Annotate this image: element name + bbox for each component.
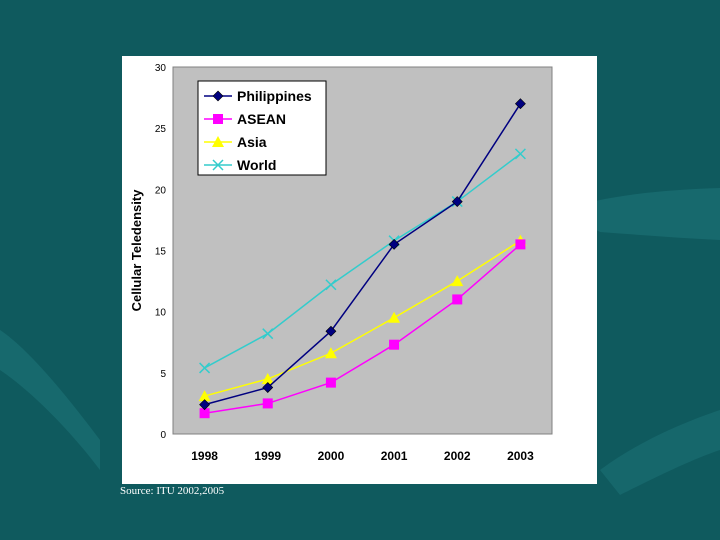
y-axis-title: Cellular Teledensity xyxy=(129,189,144,312)
y-tick-label: 0 xyxy=(160,430,166,441)
x-tick-label: 2003 xyxy=(507,449,534,463)
data-point-asia xyxy=(388,311,401,323)
data-point-philippines xyxy=(325,325,337,337)
data-point-asean xyxy=(515,239,526,250)
data-point-asia xyxy=(261,372,274,384)
legend-item-world: World xyxy=(204,157,276,173)
x-tick-label: 1999 xyxy=(254,449,281,463)
data-point-asia xyxy=(451,275,464,287)
x-tick-label: 2002 xyxy=(444,449,471,463)
data-point-asean xyxy=(452,294,463,305)
legend-marker-world xyxy=(212,159,224,171)
data-point-world xyxy=(514,148,526,160)
x-tick-label: 2001 xyxy=(381,449,408,463)
series-line-asean xyxy=(204,243,521,414)
data-point-asean xyxy=(325,377,336,388)
legend-label-philippines: Philippines xyxy=(237,88,312,104)
chart-panel: 0 5 10 15 20 25 30 1998 1999 2000 2001 2002 2003 Cell… xyxy=(122,56,597,484)
legend: Philippines ASEAN Asia World xyxy=(197,80,327,176)
y-tick-label: 10 xyxy=(155,308,167,319)
y-tick-label: 30 xyxy=(155,63,167,74)
y-tick-label: 15 xyxy=(155,247,167,258)
legend-label-world: World xyxy=(237,157,276,173)
x-tick-label: 2000 xyxy=(318,449,345,463)
series-world xyxy=(199,148,526,374)
y-tick-label: 25 xyxy=(155,124,167,135)
data-point-asean xyxy=(389,339,400,350)
legend-label-asia: Asia xyxy=(237,134,267,150)
series-line-philippines xyxy=(204,103,522,406)
legend-marker-philippines xyxy=(212,90,224,102)
data-point-asean xyxy=(199,408,210,419)
data-point-world xyxy=(262,328,274,340)
legend-item-asean: ASEAN xyxy=(204,111,286,127)
data-point-asia xyxy=(324,347,337,359)
background-wave-decoration xyxy=(560,188,720,240)
legend-marker-asean xyxy=(213,114,223,124)
line-chart: 0 5 10 15 20 25 30 1998 1999 2000 2001 2002 2003 Cell… xyxy=(129,63,553,463)
series-philippines xyxy=(199,98,526,411)
data-point-asia xyxy=(198,390,211,402)
x-tick-label: 1998 xyxy=(191,449,218,463)
source-note: Source: ITU 2002,2005 xyxy=(120,485,225,497)
legend-item-asia: Asia xyxy=(204,134,267,150)
y-tick-label: 20 xyxy=(155,185,167,196)
series-line-asia xyxy=(204,240,521,397)
data-point-philippines xyxy=(451,196,463,207)
data-point-world xyxy=(325,279,337,291)
y-tick-label: 5 xyxy=(160,369,166,380)
data-point-philippines xyxy=(199,399,211,411)
background-wave-decoration xyxy=(600,410,720,495)
background-wave-decoration xyxy=(0,330,100,470)
data-point-world xyxy=(199,362,211,374)
legend-item-philippines: Philippines xyxy=(204,88,312,104)
series-asean xyxy=(199,239,526,419)
data-point-philippines xyxy=(388,238,400,250)
data-point-philippines xyxy=(262,382,274,393)
data-point-philippines xyxy=(514,98,526,110)
data-point-asean xyxy=(262,398,273,409)
legend-marker-asia xyxy=(212,136,224,147)
legend-label-asean: ASEAN xyxy=(237,111,286,127)
series-line-world xyxy=(204,153,521,369)
